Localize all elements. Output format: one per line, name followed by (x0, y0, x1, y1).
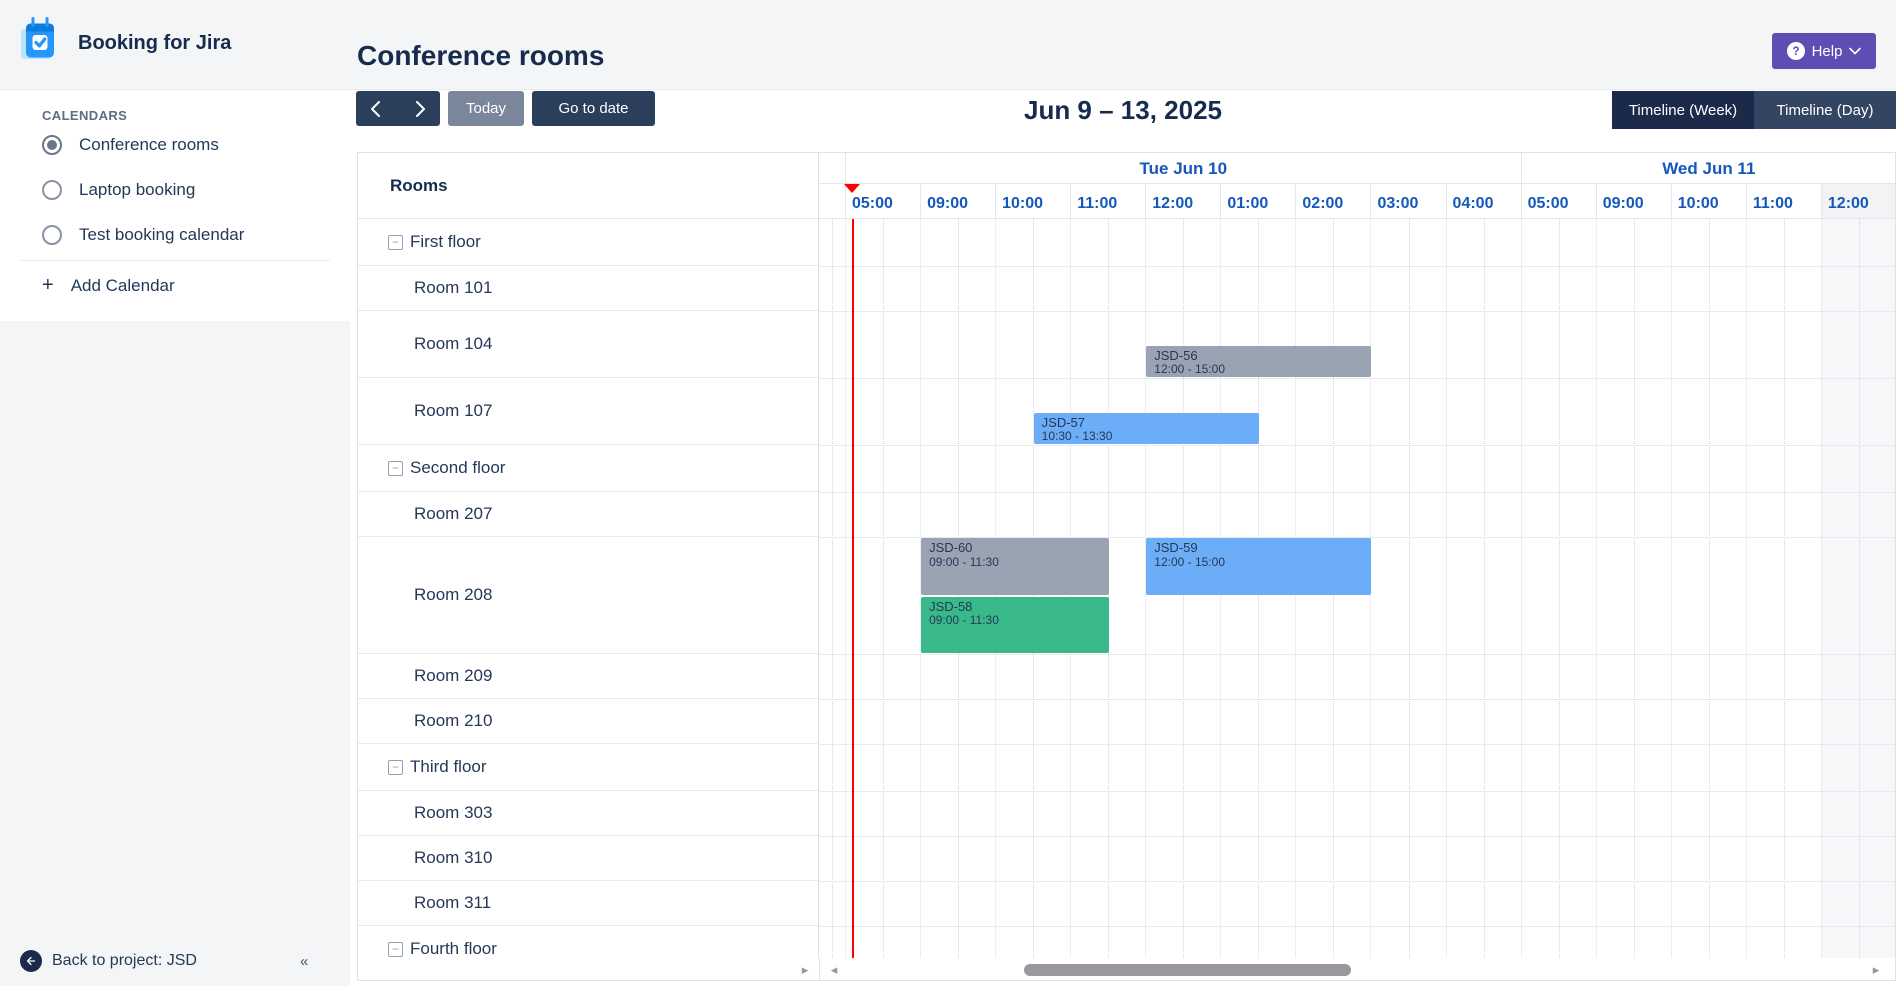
svg-text:?: ? (1792, 46, 1799, 58)
